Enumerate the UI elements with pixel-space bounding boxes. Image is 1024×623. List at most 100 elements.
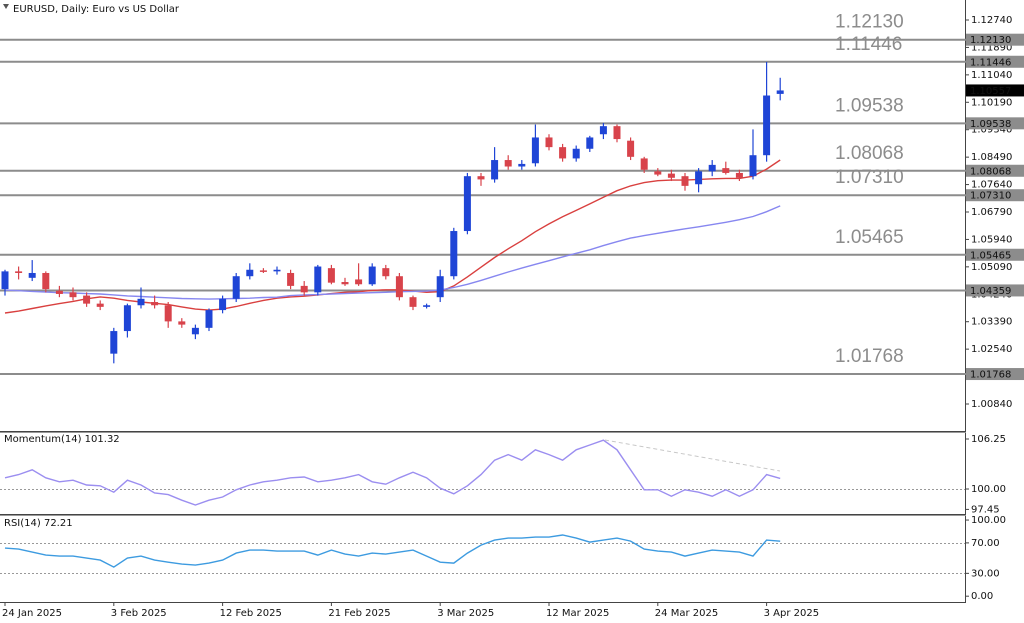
candle-body <box>776 90 784 94</box>
candle-body <box>327 268 335 283</box>
price-level-label: 1.11446 <box>835 34 902 55</box>
candle-body <box>69 292 77 298</box>
candle-body <box>531 137 539 164</box>
candle-body <box>151 302 159 306</box>
y-tick-label: 1.05940 <box>971 234 1012 245</box>
trend-line <box>604 439 781 472</box>
candle-body <box>164 305 172 322</box>
candle-body <box>395 276 403 298</box>
price-level-tag <box>966 284 1024 297</box>
y-tick-label: 100.00 <box>971 515 1006 526</box>
candle-body <box>341 282 349 285</box>
candle-body <box>518 163 526 167</box>
x-tick-label: 12 Feb 2025 <box>220 608 282 619</box>
candle-body <box>463 176 471 232</box>
candle-body <box>205 310 213 328</box>
panel-title: Momentum(14) 101.32 <box>4 434 120 445</box>
candle-body <box>627 140 635 157</box>
candle-body <box>477 176 485 180</box>
candle-body <box>491 160 499 180</box>
line-series <box>4 205 781 300</box>
candle-body <box>708 164 716 172</box>
price-level-tag <box>966 33 1024 46</box>
x-tick-label: 3 Apr 2025 <box>764 608 819 619</box>
price-level-tag-label: 1.08068 <box>970 166 1011 177</box>
candle-body <box>613 126 621 140</box>
candle-body <box>423 305 431 307</box>
line-series <box>4 159 781 314</box>
x-tick-label: 3 Feb 2025 <box>111 608 167 619</box>
candle-body <box>1 271 9 290</box>
candle-body <box>640 158 648 170</box>
y-tick-label: 30.00 <box>971 568 1000 579</box>
y-tick-label: 1.10190 <box>971 97 1012 108</box>
candle-body <box>599 126 607 135</box>
candle-body <box>42 272 50 290</box>
y-tick-label: 1.11040 <box>971 70 1012 81</box>
candle-body <box>178 321 186 325</box>
price-level-label: 1.05465 <box>835 227 904 248</box>
symbol-icon <box>3 4 9 9</box>
y-tick-label: 1.12740 <box>971 15 1012 26</box>
candle-body <box>55 290 63 294</box>
candle-body <box>722 168 730 173</box>
candle-body <box>137 298 145 306</box>
price-level-tag-label: 1.09538 <box>970 119 1011 130</box>
candle-body <box>287 272 295 286</box>
candle-body <box>273 269 281 272</box>
y-tick-label: 1.02540 <box>971 344 1012 355</box>
y-tick-label: 100.00 <box>971 484 1006 495</box>
candle-body <box>504 160 512 167</box>
y-tick-label: 1.08490 <box>971 152 1012 163</box>
candle-body <box>763 95 771 156</box>
x-tick-label: 24 Jan 2025 <box>2 608 62 619</box>
y-tick-label: 1.06790 <box>971 207 1012 218</box>
x-tick-label: 24 Mar 2025 <box>655 608 718 619</box>
price-level-label: 1.01768 <box>835 346 904 367</box>
price-level-tag <box>966 117 1024 130</box>
price-level-tag <box>966 55 1024 68</box>
price-level-tag-label: 1.01768 <box>970 370 1011 381</box>
y-tick-label: 97.45 <box>971 504 1000 515</box>
candle-body <box>246 269 254 277</box>
price-level-label: 1.07310 <box>835 167 904 188</box>
price-level-tag-label: 1.04359 <box>970 286 1011 297</box>
candle-body <box>96 303 104 307</box>
price-level-tag-label: 1.12130 <box>970 35 1011 46</box>
candle-body <box>382 268 390 277</box>
line-series <box>4 439 781 506</box>
candle-body <box>191 327 199 335</box>
candle-body <box>123 305 131 332</box>
price-level-tag <box>966 248 1024 261</box>
y-tick-label: 1.11890 <box>971 42 1012 53</box>
y-tick-label: 1.07640 <box>971 180 1012 191</box>
candle-body <box>355 279 363 285</box>
x-tick-label: 21 Feb 2025 <box>328 608 390 619</box>
candle-body <box>545 137 553 148</box>
candle-body <box>572 148 580 159</box>
candle-body <box>681 176 689 186</box>
y-tick-label: 0.00 <box>971 591 993 602</box>
candle-body <box>28 272 36 278</box>
y-tick-label: 1.00840 <box>971 399 1012 410</box>
candle-body <box>667 173 675 178</box>
candle-body <box>15 271 23 273</box>
candle-body <box>83 295 91 304</box>
candle-body <box>654 171 662 175</box>
candle-body <box>735 172 743 178</box>
line-series <box>4 534 781 568</box>
candle-body <box>450 231 458 277</box>
y-tick-label: 1.09340 <box>971 125 1012 136</box>
x-tick-label: 12 Mar 2025 <box>546 608 609 619</box>
candle-body <box>368 266 376 285</box>
candle-body <box>586 137 594 149</box>
candle-body <box>300 285 308 293</box>
panel-title: RSI(14) 72.21 <box>4 518 73 529</box>
y-tick-label: 1.05090 <box>971 262 1012 273</box>
price-level-label: 1.08068 <box>835 143 904 164</box>
price-level-label: 1.09538 <box>835 95 904 116</box>
candle-body <box>232 276 240 299</box>
